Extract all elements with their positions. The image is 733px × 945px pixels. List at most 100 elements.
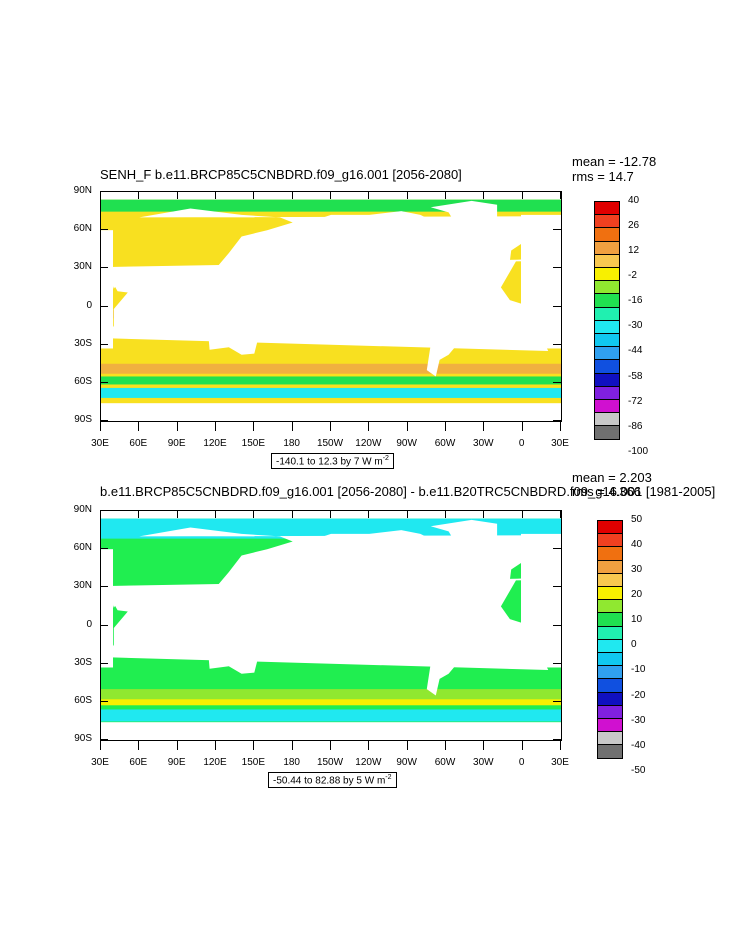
continent-edge-left (101, 549, 113, 668)
longitude-tick (291, 740, 293, 750)
latitude-tick (100, 624, 108, 626)
southern-band-lime (101, 689, 561, 702)
colorbar-label: 0 (631, 639, 637, 651)
latitude-label: 60N (73, 542, 92, 554)
colorbar-swatch (594, 372, 620, 387)
longitude-tick (215, 740, 216, 750)
longitude-tick (138, 421, 140, 431)
colorbar-swatch (597, 665, 623, 680)
longitude-tick (521, 740, 523, 750)
continent-indonesia (184, 619, 242, 637)
latitude-tick (553, 191, 561, 192)
longitude-tick (406, 191, 408, 199)
colorbar-label: -20 (631, 689, 646, 701)
latitude-tick (553, 739, 561, 740)
southern-band-orange (101, 363, 561, 374)
latitude-tick (100, 305, 108, 307)
southern-band-cyan (101, 709, 561, 722)
longitude-tick (445, 510, 446, 518)
longitude-tick (138, 740, 140, 750)
colorbar-swatch (597, 533, 623, 548)
longitude-tick (291, 191, 293, 199)
southern-band-cyan (101, 387, 561, 398)
colorbar-swatch (594, 333, 620, 348)
latitude-tick (100, 267, 108, 269)
contour-range-text: -50.44 to 82.88 by 5 W m (273, 775, 386, 787)
continent-australia (208, 639, 259, 674)
continent-edge-right (521, 214, 561, 349)
latitude-tick (100, 586, 108, 588)
colorbar-swatch (594, 293, 620, 308)
longitude-tick (291, 421, 293, 431)
colorbar-swatch (594, 359, 620, 374)
longitude-tick (368, 740, 370, 750)
longitude-label: 30E (91, 757, 109, 768)
longitude-tick (176, 740, 178, 750)
colorbar-swatch (597, 520, 623, 535)
continent-eurasia (107, 208, 555, 294)
longitude-label: 150W (316, 757, 344, 768)
colorbar-swatch (597, 572, 623, 587)
continent-edge-right (521, 533, 561, 668)
contour-range-box: -50.44 to 82.88 by 5 W m-2 (268, 772, 397, 789)
latitude-label: 60S (74, 694, 92, 706)
ocean-field-map (101, 518, 561, 740)
longitude-label: 180 (283, 438, 300, 449)
colorbar-swatch (594, 201, 620, 216)
longitude-tick (406, 421, 408, 431)
longitude-label: 180 (283, 757, 300, 768)
continent-australia (208, 320, 259, 355)
mean-value: mean = -12.78 (572, 154, 657, 169)
continent-antarctica (101, 722, 561, 740)
colorbar-label: -58 (628, 370, 643, 382)
colorbar-swatch (594, 319, 620, 334)
longitude-tick (406, 510, 408, 518)
longitude-label: 90W (396, 438, 417, 449)
longitude-tick (176, 421, 178, 431)
colorbar-swatch (597, 744, 623, 759)
longitude-tick (100, 191, 101, 199)
longitude-tick (330, 510, 331, 518)
longitude-tick (483, 510, 485, 518)
longitude-label: 0 (518, 757, 525, 768)
continent-antarctica (101, 403, 561, 421)
continent-africa (103, 259, 549, 351)
latitude-tick (553, 343, 561, 345)
longitude-label: 30W (473, 438, 494, 449)
longitude-tick (253, 740, 255, 750)
latitude-tick (100, 420, 108, 421)
unit-exponent: -2 (385, 774, 392, 781)
southern-band-green (101, 376, 561, 385)
colorbar-label: -40 (631, 739, 646, 751)
longitude-label: 30W (473, 757, 494, 768)
longitude-tick (445, 191, 446, 199)
colorbar-label: 10 (631, 614, 643, 626)
colorbar-swatch (597, 546, 623, 561)
panel-bottom: b.e11.BRCP85C5CNBDRD.f09_g16.001 [2056-2… (0, 470, 733, 800)
colorbar-label: -72 (628, 395, 643, 407)
colorbar-label: 40 (628, 195, 640, 206)
panel-top: SENH_F b.e11.BRCP85C5CNBDRD.f09_g16.001 … (0, 150, 733, 470)
contour-range-text: -140.1 to 12.3 by 7 W m (276, 456, 383, 468)
colorbar-label: -100 (628, 445, 649, 457)
longitude-label: 150W (316, 438, 344, 449)
colorbar-swatch (597, 691, 623, 706)
longitude-label: 0 (518, 438, 525, 449)
longitude-label: 60W (434, 757, 456, 768)
colorbar-swatch (594, 240, 620, 255)
longitude-tick (330, 740, 331, 750)
longitude-tick (521, 191, 523, 199)
latitude-tick (553, 381, 561, 383)
latitude-label: 60S (74, 375, 92, 387)
longitude-tick (560, 510, 561, 518)
colorbar-label: -16 (628, 295, 643, 307)
colorbar-swatch (597, 612, 623, 627)
longitude-tick (100, 510, 101, 518)
colorbar-label: -30 (628, 320, 643, 332)
colorbar-swatch (597, 625, 623, 640)
longitude-tick (483, 191, 485, 199)
longitude-tick (560, 421, 561, 431)
colorbar-label: 26 (628, 220, 640, 232)
colorbar-label: 50 (631, 514, 643, 525)
continent-edge-left (101, 230, 113, 349)
